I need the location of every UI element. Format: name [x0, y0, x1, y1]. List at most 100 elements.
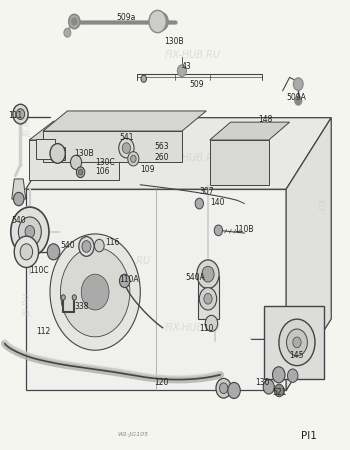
Circle shape	[177, 65, 187, 76]
Text: 307: 307	[199, 187, 214, 196]
Circle shape	[293, 78, 303, 90]
Circle shape	[14, 192, 24, 206]
Text: 43: 43	[182, 62, 192, 71]
Text: 112: 112	[36, 327, 50, 336]
Text: 109: 109	[140, 165, 155, 174]
Circle shape	[94, 239, 104, 252]
Circle shape	[154, 13, 168, 31]
Circle shape	[50, 144, 65, 163]
Polygon shape	[43, 111, 206, 131]
Text: 509: 509	[189, 80, 203, 89]
Bar	[43, 131, 182, 162]
Text: FIX-HUB.RU: FIX-HUB.RU	[164, 323, 220, 333]
Text: 140: 140	[210, 198, 224, 207]
Circle shape	[78, 170, 83, 175]
Circle shape	[149, 10, 166, 33]
Text: W1-JG105: W1-JG105	[118, 432, 149, 437]
Circle shape	[79, 237, 94, 256]
Text: 130C: 130C	[95, 158, 115, 167]
Circle shape	[273, 367, 285, 383]
Text: 111: 111	[8, 111, 23, 120]
Circle shape	[214, 225, 223, 236]
Text: JB.RU: JB.RU	[25, 115, 34, 138]
Text: 148: 148	[258, 115, 273, 124]
Circle shape	[199, 288, 217, 310]
Circle shape	[81, 274, 109, 310]
Circle shape	[197, 260, 219, 288]
Text: FIX-HUB.RU: FIX-HUB.RU	[164, 50, 220, 60]
Circle shape	[158, 17, 164, 26]
Bar	[51, 147, 65, 160]
Text: 110B: 110B	[234, 225, 253, 234]
Text: JB.RU: JB.RU	[25, 294, 34, 317]
Text: 260: 260	[154, 153, 169, 162]
Circle shape	[279, 319, 315, 366]
Circle shape	[50, 234, 140, 350]
Circle shape	[119, 138, 134, 158]
Text: 130: 130	[255, 378, 270, 387]
Text: FIX-HUB.RU: FIX-HUB.RU	[95, 256, 151, 266]
Text: 521: 521	[272, 388, 287, 397]
Circle shape	[82, 241, 91, 252]
Text: 563: 563	[154, 142, 169, 151]
Circle shape	[263, 380, 274, 394]
Circle shape	[228, 382, 240, 399]
Bar	[264, 306, 324, 379]
Text: 110C: 110C	[29, 266, 49, 275]
Text: 145: 145	[289, 351, 304, 360]
Circle shape	[13, 104, 28, 124]
Polygon shape	[26, 117, 331, 189]
Text: 130B: 130B	[74, 149, 94, 158]
Circle shape	[69, 14, 80, 29]
Circle shape	[219, 383, 228, 394]
Text: 106: 106	[95, 167, 110, 176]
Circle shape	[131, 155, 136, 162]
Circle shape	[128, 152, 139, 166]
Circle shape	[11, 207, 49, 256]
Text: 110A: 110A	[119, 275, 139, 284]
Circle shape	[287, 369, 298, 382]
Circle shape	[141, 75, 147, 82]
Circle shape	[195, 198, 203, 209]
Circle shape	[202, 266, 214, 282]
Text: FIX-HUB.RU: FIX-HUB.RU	[164, 153, 220, 163]
Circle shape	[293, 337, 301, 348]
Circle shape	[204, 293, 212, 304]
Circle shape	[19, 217, 41, 247]
Text: 540: 540	[12, 216, 27, 225]
Polygon shape	[29, 121, 144, 140]
Circle shape	[274, 384, 284, 397]
Text: 509a: 509a	[116, 13, 135, 22]
Circle shape	[76, 167, 85, 178]
Text: 120: 120	[154, 378, 169, 387]
Circle shape	[287, 329, 307, 356]
Polygon shape	[12, 179, 26, 199]
Text: 541: 541	[119, 133, 134, 142]
Text: 509A: 509A	[286, 93, 306, 102]
Circle shape	[295, 96, 302, 105]
Circle shape	[70, 155, 82, 170]
Text: PI1: PI1	[301, 431, 317, 441]
Text: 540: 540	[61, 241, 75, 250]
Text: 130B: 130B	[164, 37, 184, 46]
Polygon shape	[286, 117, 331, 391]
Bar	[36, 139, 55, 159]
Text: FIX-: FIX-	[320, 195, 329, 210]
Circle shape	[20, 244, 33, 260]
Circle shape	[61, 248, 130, 337]
Polygon shape	[210, 122, 289, 140]
Text: 116: 116	[106, 238, 120, 248]
Text: 110: 110	[199, 324, 214, 333]
Circle shape	[25, 225, 35, 238]
Text: 540A: 540A	[186, 273, 205, 282]
Bar	[29, 140, 119, 180]
Circle shape	[119, 274, 130, 288]
Circle shape	[216, 378, 231, 398]
Circle shape	[14, 236, 38, 267]
Circle shape	[205, 315, 218, 332]
Circle shape	[61, 295, 65, 300]
Bar	[197, 276, 219, 319]
Circle shape	[64, 28, 71, 37]
Circle shape	[122, 143, 131, 153]
Circle shape	[16, 109, 24, 119]
